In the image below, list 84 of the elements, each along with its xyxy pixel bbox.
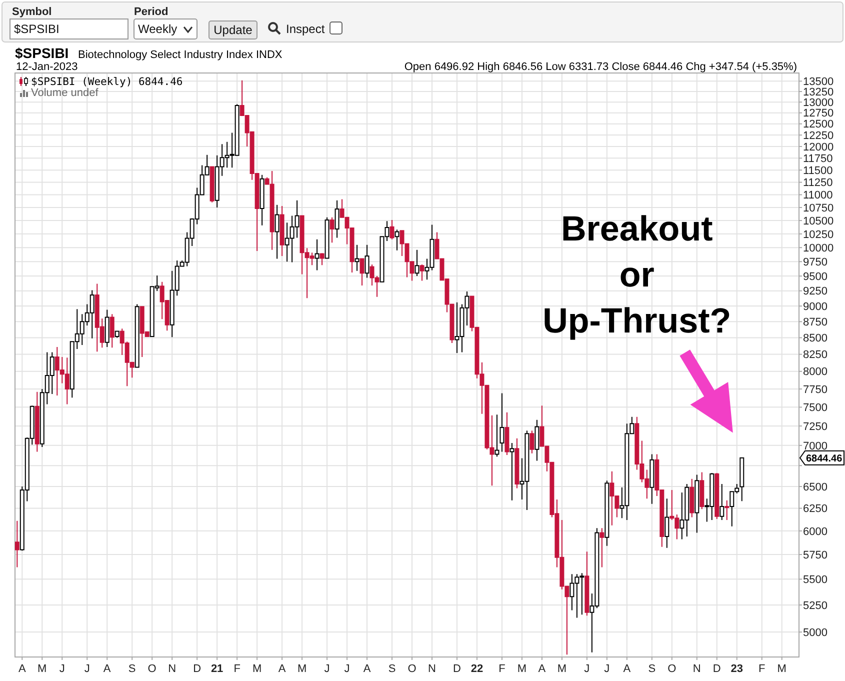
chart-title: $SPSIBI — [15, 45, 69, 61]
y-tick-label: 5000 — [803, 626, 828, 639]
x-tick-label: O — [148, 663, 157, 675]
x-tick-label: J — [59, 663, 65, 675]
y-tick-label: 11500 — [803, 164, 833, 177]
x-tick-label: F — [758, 663, 766, 675]
x-tick-label: M — [38, 663, 47, 675]
y-tick-label: 6250 — [803, 503, 828, 516]
annotation: Open 6496.92 High 6846.56 Low 6331.73 Close 6844.46 Chg +347.54 (+5.35%) — [404, 61, 797, 73]
x-tick-label: A — [363, 663, 372, 675]
y-tick-label: 8000 — [803, 366, 828, 378]
text: Symbol — [12, 6, 52, 18]
x-tick-label: M — [252, 663, 262, 675]
y-tick-label: 7500 — [803, 402, 828, 414]
x-tick-label: 22 — [470, 663, 484, 675]
x-tick-label: A — [538, 663, 546, 675]
x-tick-label: J — [584, 663, 590, 675]
y-tick-label: 11750 — [803, 153, 833, 166]
y-tick-label: 10500 — [803, 215, 834, 228]
x-tick-label: S — [128, 663, 136, 675]
x-tick-label: A — [278, 663, 286, 675]
x-tick-label: J — [344, 663, 350, 675]
y-tick-label: 13000 — [803, 96, 834, 109]
y-tick-label: 5750 — [803, 549, 828, 562]
text: Inspect — [286, 22, 326, 36]
x-tick-label: N — [692, 663, 701, 675]
x-tick-label: J — [604, 663, 610, 675]
y-tick-label: 11250 — [803, 177, 833, 190]
x-tick-label: A — [103, 663, 112, 675]
y-tick-label: 13500 — [803, 76, 834, 88]
x-tick-label: M — [557, 663, 567, 675]
y-tick-label: 13250 — [803, 86, 834, 98]
x-tick-label: O — [408, 663, 417, 675]
text: Period — [134, 6, 168, 18]
x-tick-label: D — [712, 663, 721, 675]
y-tick-label: 9500 — [803, 270, 828, 283]
x-tick-label: J — [84, 663, 90, 675]
x-tick-label: S — [648, 663, 656, 675]
y-tick-label: 10250 — [803, 228, 834, 241]
x-tick-label: A — [623, 663, 632, 675]
chart-subtitle: Biotechnology Select Industry Index INDX — [78, 49, 283, 61]
update-button: Update — [208, 20, 258, 40]
y-tick-label: 9000 — [803, 300, 828, 313]
x-tick-label: O — [668, 663, 677, 675]
x-tick-label: F — [498, 663, 506, 675]
x-tick-label: M — [777, 663, 786, 675]
symbol-field: $SPSIBI — [10, 18, 128, 40]
annotation: Volume undef — [31, 87, 100, 99]
y-tick-label: 7250 — [803, 420, 828, 433]
y-tick-label: 8250 — [803, 349, 828, 362]
y-tick-label: 5500 — [803, 574, 828, 586]
x-tick-label: M — [517, 663, 527, 675]
period-dropdown: Weekly — [134, 18, 198, 40]
x-tick-label: N — [428, 663, 436, 675]
y-tick-label: 12000 — [803, 141, 834, 154]
y-tick-label: 10000 — [803, 242, 834, 254]
y-tick-label: 8750 — [803, 316, 828, 329]
y-tick-label: 9750 — [803, 256, 828, 268]
y-tick-label: 5250 — [803, 600, 828, 612]
text: 6844.46 — [806, 453, 843, 464]
x-tick-label: A — [18, 663, 26, 675]
x-tick-label: 23 — [730, 663, 744, 675]
y-tick-label: 6500 — [803, 481, 828, 494]
x-tick-label: M — [297, 663, 307, 675]
y-tick-label: 7000 — [803, 440, 828, 452]
x-tick-label: S — [388, 663, 396, 675]
y-tick-label: 7750 — [803, 384, 828, 396]
x-tick-label: D — [453, 663, 462, 675]
y-tick-label: 12500 — [803, 118, 834, 131]
y-tick-label: 10750 — [803, 202, 834, 214]
y-tick-label: 8500 — [803, 332, 828, 345]
legend-label: $SPSIBI (Weekly) 6844.46 — [31, 76, 183, 88]
x-tick-label: 21 — [210, 663, 224, 675]
y-tick-label: 11000 — [803, 190, 833, 202]
annotation: 12-Jan-2023 — [16, 61, 78, 73]
y-tick-label: 12750 — [803, 108, 834, 120]
x-tick-label: N — [168, 663, 176, 675]
x-tick-label: F — [234, 663, 241, 675]
annotation: Breakout or Up-Thrust? — [542, 210, 732, 341]
y-tick-label: 6000 — [803, 526, 828, 538]
x-tick-label: J — [324, 663, 330, 675]
y-tick-label: 12250 — [803, 130, 834, 142]
y-tick-label: 9250 — [803, 286, 828, 298]
x-tick-label: D — [193, 663, 202, 675]
